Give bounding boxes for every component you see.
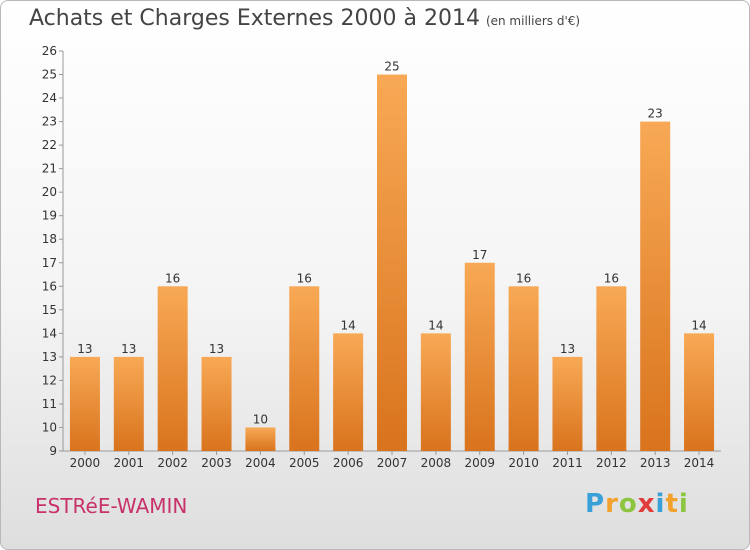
data-label: 13	[209, 342, 224, 356]
chart-title-main: Achats et Charges Externes 2000 à 2014	[29, 6, 480, 31]
x-tick-label: 2008	[421, 456, 452, 470]
y-tick-label: 15	[42, 303, 57, 317]
data-label: 16	[297, 271, 312, 285]
logo-letter: r	[605, 489, 619, 519]
y-tick-label: 26	[42, 44, 57, 58]
y-tick-label: 17	[42, 256, 57, 270]
bar	[201, 356, 232, 451]
x-tick-label: 2007	[377, 456, 408, 470]
y-tick-label: 9	[49, 444, 57, 458]
x-tick-label: 2009	[464, 456, 495, 470]
data-label: 14	[428, 318, 443, 332]
y-tick-label: 14	[42, 326, 57, 340]
bar	[157, 286, 188, 451]
y-tick-label: 23	[42, 115, 57, 129]
bar	[69, 356, 100, 451]
x-tick-label: 2014	[684, 456, 715, 470]
y-tick-label: 11	[42, 397, 57, 411]
data-label: 16	[516, 271, 531, 285]
data-label: 14	[691, 318, 706, 332]
chart-title: Achats et Charges Externes 2000 à 2014 (e…	[29, 6, 580, 31]
bar	[596, 286, 627, 451]
data-label: 13	[77, 342, 92, 356]
logo-letter: i	[678, 489, 689, 519]
x-tick-label: 2001	[114, 456, 145, 470]
data-label: 13	[121, 342, 136, 356]
bar	[113, 356, 144, 451]
data-label: 10	[253, 412, 268, 426]
x-tick-label: 2011	[552, 456, 583, 470]
logo-letter: x	[637, 489, 656, 519]
proxiti-logo: Proxiti	[585, 489, 689, 519]
bar	[289, 286, 320, 451]
y-tick-label: 22	[42, 138, 57, 152]
x-tick-label: 2002	[157, 456, 188, 470]
town-name: ESTRéE-WAMIN	[35, 494, 188, 518]
bar	[684, 333, 715, 451]
bar	[420, 333, 451, 451]
y-tick-label: 25	[42, 68, 57, 82]
y-tick-label: 18	[42, 232, 57, 246]
bar	[377, 74, 407, 451]
y-tick-label: 21	[42, 162, 57, 176]
x-tick-label: 2003	[201, 456, 232, 470]
logo-letter: P	[585, 489, 606, 519]
logo-letter: i	[655, 489, 666, 519]
data-label: 13	[560, 342, 575, 356]
bar	[245, 427, 276, 451]
x-tick-label: 2013	[640, 456, 671, 470]
logo-letter: o	[618, 489, 638, 519]
chart-subtitle: (en milliers d'€)	[485, 14, 581, 28]
data-label: 16	[165, 271, 180, 285]
logo-letter: t	[665, 489, 679, 519]
data-label: 17	[472, 248, 487, 262]
bar	[552, 356, 583, 451]
x-tick-label: 2005	[289, 456, 320, 470]
x-tick-label: 2010	[508, 456, 539, 470]
bar	[333, 333, 364, 451]
data-label: 14	[340, 318, 355, 332]
y-tick-label: 19	[42, 209, 57, 223]
x-tick-label: 2000	[70, 456, 101, 470]
y-tick-label: 16	[42, 279, 57, 293]
x-tick-label: 2004	[245, 456, 276, 470]
y-tick-label: 13	[42, 350, 57, 364]
x-tick-label: 2012	[596, 456, 627, 470]
y-tick-label: 24	[42, 91, 57, 105]
bar	[464, 262, 495, 451]
x-tick-label: 2006	[333, 456, 364, 470]
y-tick-label: 12	[42, 373, 57, 387]
y-tick-label: 20	[42, 185, 57, 199]
data-label: 23	[648, 107, 663, 121]
data-label: 16	[604, 271, 619, 285]
bar	[508, 286, 539, 451]
bar	[640, 121, 671, 452]
data-label: 25	[384, 60, 399, 74]
y-tick-label: 10	[42, 420, 57, 434]
